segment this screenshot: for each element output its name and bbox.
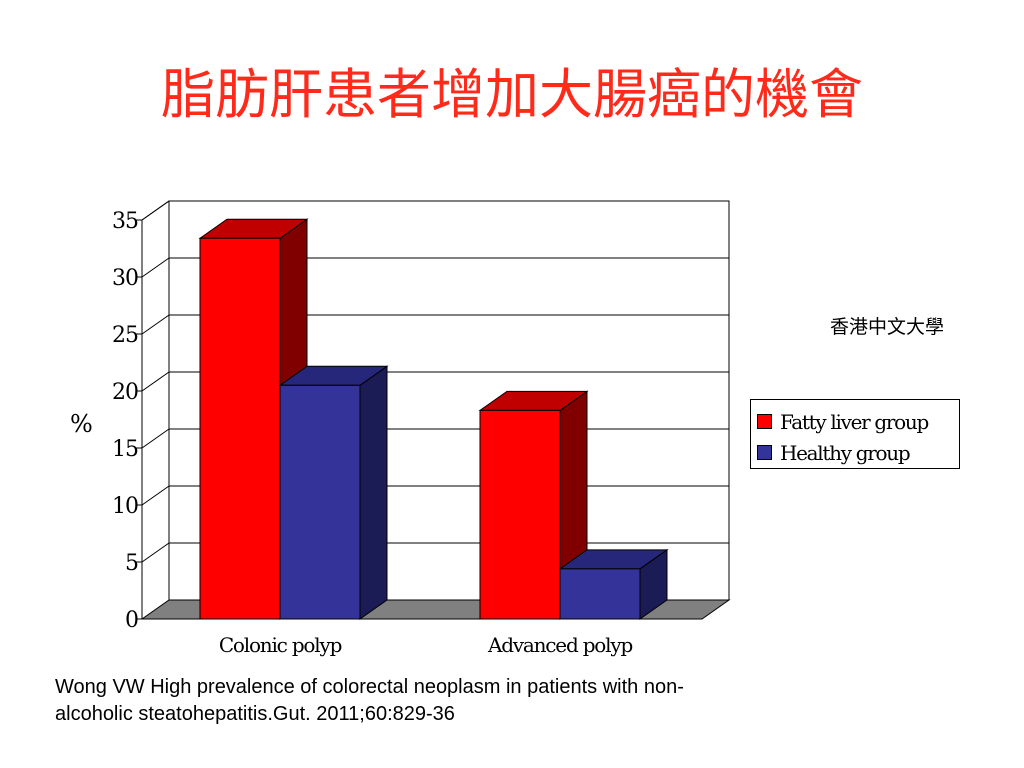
gridline-side-25	[141, 314, 170, 335]
gridline-side-20	[141, 371, 170, 392]
bar-healthy-colonic-side	[359, 365, 388, 620]
gridline-side-15	[141, 428, 170, 449]
legend-item-fatty-liver: Fatty liver group	[757, 406, 959, 437]
legend-item-healthy: Healthy group	[757, 437, 959, 468]
gridline-side-5	[141, 542, 170, 563]
y-tick-label-0: 0	[125, 608, 138, 633]
gridline-side-10	[141, 485, 170, 506]
legend-label-healthy: Healthy group	[780, 440, 911, 465]
y-tick-label-25: 25	[112, 323, 138, 348]
x-category-label-1: Advanced polyp	[487, 633, 632, 657]
bar-fatty-liver-colonic	[199, 237, 281, 620]
chart-legend: Fatty liver group Healthy group	[750, 399, 960, 469]
citation: Wong VW High prevalence of colorectal ne…	[55, 674, 955, 728]
legend-swatch-healthy	[757, 445, 772, 460]
slide-title: 脂肪肝患者增加大腸癌的機會	[161, 63, 863, 126]
y-axis-label: %	[70, 410, 93, 438]
y-tick-label-35: 35	[112, 209, 138, 234]
legend-swatch-fatty-liver	[757, 414, 772, 429]
bar-healthy-colonic	[279, 384, 361, 620]
gridline-side-30	[141, 257, 170, 278]
legend-label-fatty-liver: Fatty liver group	[780, 409, 929, 434]
side-wall-top	[141, 200, 170, 221]
y-tick-label-5: 5	[125, 551, 138, 576]
bar-healthy-advanced	[559, 568, 641, 620]
y-tick-label-10: 10	[112, 494, 138, 519]
bar-fatty-liver-advanced	[479, 409, 561, 620]
y-tick-label-20: 20	[112, 380, 138, 405]
y-tick-label-30: 30	[112, 266, 138, 291]
citation-line-1: Wong VW High prevalence of colorectal ne…	[55, 676, 684, 698]
citation-line-2: alcoholic steatohepatitis.Gut. 2011;60:8…	[55, 703, 455, 725]
institution-name: 香港中文大學	[830, 316, 945, 338]
x-category-label-0: Colonic polyp	[219, 633, 342, 657]
y-tick-label-15: 15	[112, 437, 138, 462]
